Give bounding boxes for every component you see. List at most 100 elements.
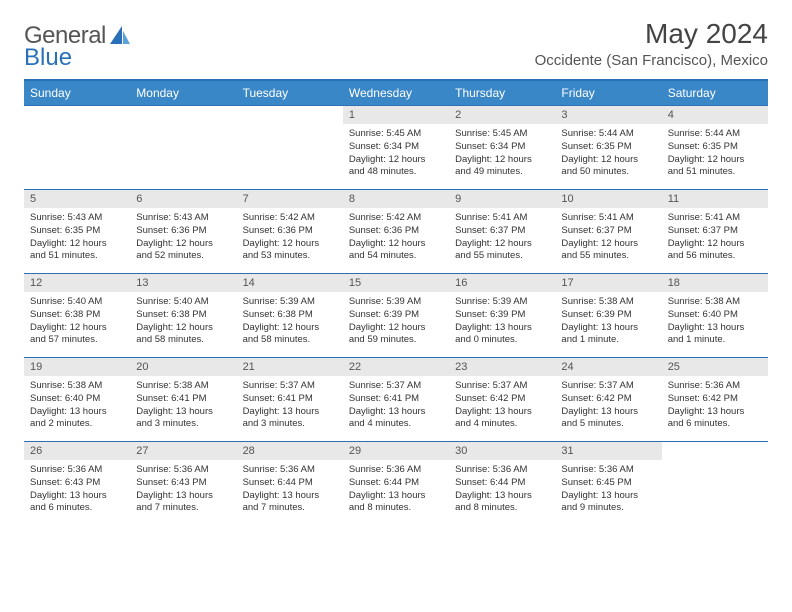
location-text: Occidente (San Francisco), Mexico xyxy=(535,52,768,69)
daylight-text-1: Daylight: 12 hours xyxy=(668,154,762,167)
logo-text-blue: Blue xyxy=(24,44,72,71)
day-number: 16 xyxy=(449,274,555,292)
day-number: 10 xyxy=(555,190,661,208)
calendar-day-cell: 12Sunrise: 5:40 AMSunset: 6:38 PMDayligh… xyxy=(24,274,130,358)
sunrise-text: Sunrise: 5:42 AM xyxy=(243,212,337,225)
sunset-text: Sunset: 6:34 PM xyxy=(455,141,549,154)
daylight-text-2: and 6 minutes. xyxy=(668,418,762,431)
daylight-text-1: Daylight: 13 hours xyxy=(561,406,655,419)
daylight-text-1: Daylight: 13 hours xyxy=(349,490,443,503)
daylight-text-2: and 6 minutes. xyxy=(30,502,124,515)
sunset-text: Sunset: 6:42 PM xyxy=(455,393,549,406)
day-details: Sunrise: 5:36 AMSunset: 6:42 PMDaylight:… xyxy=(662,376,768,437)
daylight-text-2: and 3 minutes. xyxy=(243,418,337,431)
daylight-text-2: and 7 minutes. xyxy=(243,502,337,515)
calendar-day-cell: 11Sunrise: 5:41 AMSunset: 6:37 PMDayligh… xyxy=(662,190,768,274)
daylight-text-1: Daylight: 13 hours xyxy=(455,322,549,335)
day-details: Sunrise: 5:44 AMSunset: 6:35 PMDaylight:… xyxy=(555,124,661,185)
sunrise-text: Sunrise: 5:37 AM xyxy=(243,380,337,393)
daylight-text-1: Daylight: 12 hours xyxy=(243,238,337,251)
calendar-day-cell: 16Sunrise: 5:39 AMSunset: 6:39 PMDayligh… xyxy=(449,274,555,358)
sunset-text: Sunset: 6:37 PM xyxy=(455,225,549,238)
calendar-day-cell: 14Sunrise: 5:39 AMSunset: 6:38 PMDayligh… xyxy=(237,274,343,358)
day-number: 8 xyxy=(343,190,449,208)
sunrise-text: Sunrise: 5:36 AM xyxy=(455,464,549,477)
daylight-text-1: Daylight: 13 hours xyxy=(30,490,124,503)
calendar-day-cell xyxy=(24,106,130,190)
sunrise-text: Sunrise: 5:41 AM xyxy=(455,212,549,225)
calendar-day-cell: 31Sunrise: 5:36 AMSunset: 6:45 PMDayligh… xyxy=(555,442,661,526)
day-details: Sunrise: 5:44 AMSunset: 6:35 PMDaylight:… xyxy=(662,124,768,185)
daylight-text-2: and 53 minutes. xyxy=(243,250,337,263)
sunrise-text: Sunrise: 5:44 AM xyxy=(561,128,655,141)
day-number: 14 xyxy=(237,274,343,292)
daylight-text-1: Daylight: 13 hours xyxy=(349,406,443,419)
sunset-text: Sunset: 6:36 PM xyxy=(136,225,230,238)
sunrise-text: Sunrise: 5:45 AM xyxy=(349,128,443,141)
calendar-day-cell: 6Sunrise: 5:43 AMSunset: 6:36 PMDaylight… xyxy=(130,190,236,274)
daylight-text-2: and 48 minutes. xyxy=(349,166,443,179)
day-details: Sunrise: 5:41 AMSunset: 6:37 PMDaylight:… xyxy=(449,208,555,269)
day-number: 11 xyxy=(662,190,768,208)
sunrise-text: Sunrise: 5:45 AM xyxy=(455,128,549,141)
day-number: 9 xyxy=(449,190,555,208)
sunset-text: Sunset: 6:35 PM xyxy=(30,225,124,238)
day-number: 18 xyxy=(662,274,768,292)
daylight-text-1: Daylight: 12 hours xyxy=(561,238,655,251)
day-number: 22 xyxy=(343,358,449,376)
weekday-header: Tuesday xyxy=(237,80,343,106)
daylight-text-1: Daylight: 12 hours xyxy=(136,238,230,251)
calendar-week-row: 26 Sunrise: 5:36 AM Sunset: 6:43 PM Dayligh… xyxy=(24,442,768,526)
day-details: Sunrise: 5:37 AMSunset: 6:41 PMDaylight:… xyxy=(237,376,343,437)
calendar-day-cell: 8Sunrise: 5:42 AMSunset: 6:36 PMDaylight… xyxy=(343,190,449,274)
daylight-text-2: and 50 minutes. xyxy=(561,166,655,179)
daylight-text-1: Daylight: 12 hours xyxy=(30,322,124,335)
sunrise-text: Sunrise: 5:39 AM xyxy=(349,296,443,309)
sunset-text: Sunset: 6:38 PM xyxy=(136,309,230,322)
calendar-table: SundayMondayTuesdayWednesdayThursdayFrid… xyxy=(24,79,768,526)
sunset-text: Sunset: 6:37 PM xyxy=(561,225,655,238)
sunrise-text: Sunrise: 5:41 AM xyxy=(561,212,655,225)
calendar-day-cell: 29Sunrise: 5:36 AMSunset: 6:44 PMDayligh… xyxy=(343,442,449,526)
sunrise-text: Sunrise: 5:36 AM xyxy=(561,464,655,477)
sunset-text: Sunset: 6:40 PM xyxy=(668,309,762,322)
day-details: Sunrise: 5:42 AMSunset: 6:36 PMDaylight:… xyxy=(237,208,343,269)
daylight-text-2: and 52 minutes. xyxy=(136,250,230,263)
daylight-text-1: Daylight: 12 hours xyxy=(561,154,655,167)
day-number: 29 xyxy=(343,442,449,460)
calendar-day-cell: 26Sunrise: 5:36 AMSunset: 6:43 PMDayligh… xyxy=(24,442,130,526)
calendar-day-cell xyxy=(237,106,343,190)
day-details: Sunrise: 5:39 AMSunset: 6:39 PMDaylight:… xyxy=(343,292,449,353)
sunset-text: Sunset: 6:42 PM xyxy=(561,393,655,406)
calendar-week-row: 1Sunrise: 5:45 AMSunset: 6:34 PMDaylight… xyxy=(24,106,768,190)
day-number: 17 xyxy=(555,274,661,292)
weekday-header: Thursday xyxy=(449,80,555,106)
daylight-text-2: and 55 minutes. xyxy=(561,250,655,263)
calendar-day-cell: 19Sunrise: 5:38 AMSunset: 6:40 PMDayligh… xyxy=(24,358,130,442)
daylight-text-1: Daylight: 13 hours xyxy=(455,490,549,503)
sunset-text: Sunset: 6:38 PM xyxy=(243,309,337,322)
daylight-text-2: and 4 minutes. xyxy=(455,418,549,431)
day-number: 15 xyxy=(343,274,449,292)
daylight-text-1: Daylight: 12 hours xyxy=(349,154,443,167)
calendar-week-row: 12Sunrise: 5:40 AMSunset: 6:38 PMDayligh… xyxy=(24,274,768,358)
day-number: 12 xyxy=(24,274,130,292)
daylight-text-1: Daylight: 13 hours xyxy=(668,406,762,419)
day-number: 20 xyxy=(130,358,236,376)
day-number: 26 xyxy=(24,442,130,460)
calendar-day-cell: 20Sunrise: 5:38 AMSunset: 6:41 PMDayligh… xyxy=(130,358,236,442)
page-header: General May 2024 Occidente (San Francisc… xyxy=(24,18,768,69)
day-number: 4 xyxy=(662,106,768,124)
sunrise-text: Sunrise: 5:36 AM xyxy=(243,464,337,477)
title-block: May 2024 Occidente (San Francisco), Mexi… xyxy=(535,18,768,69)
daylight-text-2: and 8 minutes. xyxy=(455,502,549,515)
daylight-text-1: Daylight: 13 hours xyxy=(136,406,230,419)
day-number: 28 xyxy=(237,442,343,460)
sunset-text: Sunset: 6:40 PM xyxy=(30,393,124,406)
calendar-day-cell: 17Sunrise: 5:38 AMSunset: 6:39 PMDayligh… xyxy=(555,274,661,358)
daylight-text-1: Daylight: 12 hours xyxy=(668,238,762,251)
sunset-text: Sunset: 6:39 PM xyxy=(561,309,655,322)
day-details: Sunrise: 5:40 AMSunset: 6:38 PMDaylight:… xyxy=(24,292,130,353)
sunset-text: Sunset: 6:43 PM xyxy=(136,477,230,490)
daylight-text-1: Daylight: 12 hours xyxy=(349,238,443,251)
